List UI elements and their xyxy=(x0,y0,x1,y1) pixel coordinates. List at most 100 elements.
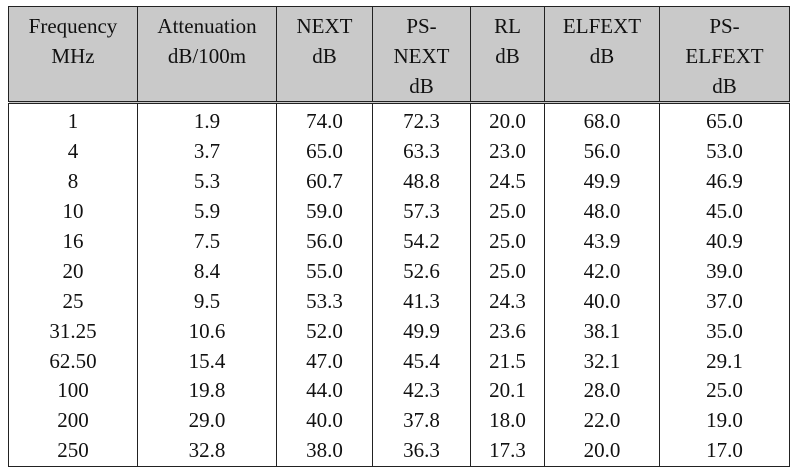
table-row: 1 1.9 74.0 72.3 20.0 68.0 65.0 xyxy=(8,102,790,137)
table-cell: 15.4 xyxy=(137,346,277,377)
table-cell: 53.0 xyxy=(659,136,790,167)
table-cell: 9.5 xyxy=(137,286,277,317)
table-cell: 52.6 xyxy=(372,256,471,287)
table-cell: 24.3 xyxy=(470,286,545,317)
table-row: 16 7.5 56.0 54.2 25.0 43.9 40.9 xyxy=(8,226,790,257)
table-cell: 57.3 xyxy=(372,196,471,227)
header-line: RL xyxy=(494,14,521,38)
table-cell: 37.0 xyxy=(659,286,790,317)
header-cell: Attenuation dB/100m xyxy=(137,6,277,104)
table-cell: 62.50 xyxy=(8,346,138,377)
table-cell: 40.0 xyxy=(276,405,373,436)
table-cell: 49.9 xyxy=(372,316,471,347)
table-row: 100 19.8 44.0 42.3 20.1 28.0 25.0 xyxy=(8,376,790,406)
header-line: dB xyxy=(312,44,337,68)
header-line: ELFEXT xyxy=(685,44,764,68)
table-cell: 60.7 xyxy=(276,166,373,197)
header-cell: NEXT dB xyxy=(276,6,373,104)
table-cell: 37.8 xyxy=(372,405,471,436)
table-cell: 31.25 xyxy=(8,316,138,347)
table-cell: 25 xyxy=(8,286,138,317)
table-cell: 17.0 xyxy=(659,435,790,467)
table-cell: 10 xyxy=(8,196,138,227)
table-cell: 52.0 xyxy=(276,316,373,347)
table-cell: 8.4 xyxy=(137,256,277,287)
table-cell: 74.0 xyxy=(276,102,373,137)
header-line: ELFEXT xyxy=(562,14,642,38)
table-cell: 5.9 xyxy=(137,196,277,227)
table-cell: 72.3 xyxy=(372,102,471,137)
table-cell: 42.3 xyxy=(372,376,471,406)
header-line: dB/100m xyxy=(167,44,247,68)
table-cell: 36.3 xyxy=(372,435,471,467)
table-header: Frequency MHz Attenuation dB/100m NEXT dB PS- N… xyxy=(8,6,790,104)
header-line: PS- xyxy=(709,14,740,38)
table-cell: 56.0 xyxy=(544,136,660,167)
table-cell: 45.4 xyxy=(372,346,471,377)
table-row: 10 5.9 59.0 57.3 25.0 48.0 45.0 xyxy=(8,196,790,227)
table-cell: 1.9 xyxy=(137,102,277,137)
table-cell: 3.7 xyxy=(137,136,277,167)
table-cell: 17.3 xyxy=(470,435,545,467)
spec-table: Frequency MHz Attenuation dB/100m NEXT dB PS- N… xyxy=(8,6,790,467)
table-cell: 46.9 xyxy=(659,166,790,197)
table-cell: 25.0 xyxy=(470,196,545,227)
table-cell: 23.0 xyxy=(470,136,545,167)
table-cell: 25.0 xyxy=(659,376,790,406)
table-cell: 59.0 xyxy=(276,196,373,227)
table-row: 8 5.3 60.7 48.8 24.5 49.9 46.9 xyxy=(8,166,790,197)
table-row: 25 9.5 53.3 41.3 24.3 40.0 37.0 xyxy=(8,286,790,317)
table-cell: 22.0 xyxy=(544,405,660,436)
table-cell: 42.0 xyxy=(544,256,660,287)
table-cell: 16 xyxy=(8,226,138,257)
table-cell: 47.0 xyxy=(276,346,373,377)
table-cell: 63.3 xyxy=(372,136,471,167)
table-cell: 4 xyxy=(8,136,138,167)
table-cell: 20.1 xyxy=(470,376,545,406)
table-cell: 53.3 xyxy=(276,286,373,317)
table-cell: 40.9 xyxy=(659,226,790,257)
table-row: 20 8.4 55.0 52.6 25.0 42.0 39.0 xyxy=(8,256,790,287)
header-line: PS- xyxy=(406,14,437,38)
table-cell: 21.5 xyxy=(470,346,545,377)
table-cell: 43.9 xyxy=(544,226,660,257)
table-cell: 8 xyxy=(8,166,138,197)
table-cell: 55.0 xyxy=(276,256,373,287)
table-cell: 48.0 xyxy=(544,196,660,227)
table-wrap: Frequency MHz Attenuation dB/100m NEXT dB PS- N… xyxy=(8,6,790,467)
table-cell: 35.0 xyxy=(659,316,790,347)
header-line: dB xyxy=(589,44,615,68)
table-cell: 48.8 xyxy=(372,166,471,197)
header-cell: ELFEXT dB xyxy=(544,6,660,104)
table-cell: 20.0 xyxy=(544,435,660,467)
table-cell: 18.0 xyxy=(470,405,545,436)
header-line: Attenuation xyxy=(157,14,257,38)
header-line: NEXT xyxy=(296,14,353,38)
header-line: Frequency xyxy=(28,14,118,38)
header-line: dB xyxy=(409,74,434,98)
table-cell: 54.2 xyxy=(372,226,471,257)
table-cell: 19.0 xyxy=(659,405,790,436)
header-line: dB xyxy=(495,44,520,68)
table-cell: 100 xyxy=(8,376,138,406)
table-cell: 25.0 xyxy=(470,256,545,287)
table-row: 31.25 10.6 52.0 49.9 23.6 38.1 35.0 xyxy=(8,316,790,347)
header-line: MHz xyxy=(51,44,95,68)
header-line: NEXT xyxy=(393,44,450,68)
table-body: 1 1.9 74.0 72.3 20.0 68.0 65.0 4 3.7 65.0 63.3 23.0… xyxy=(8,102,790,467)
table-row: 250 32.8 38.0 36.3 17.3 20.0 17.0 xyxy=(8,435,790,467)
table-cell: 20 xyxy=(8,256,138,287)
table-cell: 24.5 xyxy=(470,166,545,197)
table-cell: 7.5 xyxy=(137,226,277,257)
table-cell: 39.0 xyxy=(659,256,790,287)
table-cell: 45.0 xyxy=(659,196,790,227)
table-row: 4 3.7 65.0 63.3 23.0 56.0 53.0 xyxy=(8,136,790,167)
header-row: Frequency MHz Attenuation dB/100m NEXT dB PS- N… xyxy=(8,6,790,104)
table-cell: 32.1 xyxy=(544,346,660,377)
table-cell: 65.0 xyxy=(659,102,790,137)
table-cell: 5.3 xyxy=(137,166,277,197)
table-cell: 29.1 xyxy=(659,346,790,377)
table-row: 62.50 15.4 47.0 45.4 21.5 32.1 29.1 xyxy=(8,346,790,377)
table-cell: 29.0 xyxy=(137,405,277,436)
